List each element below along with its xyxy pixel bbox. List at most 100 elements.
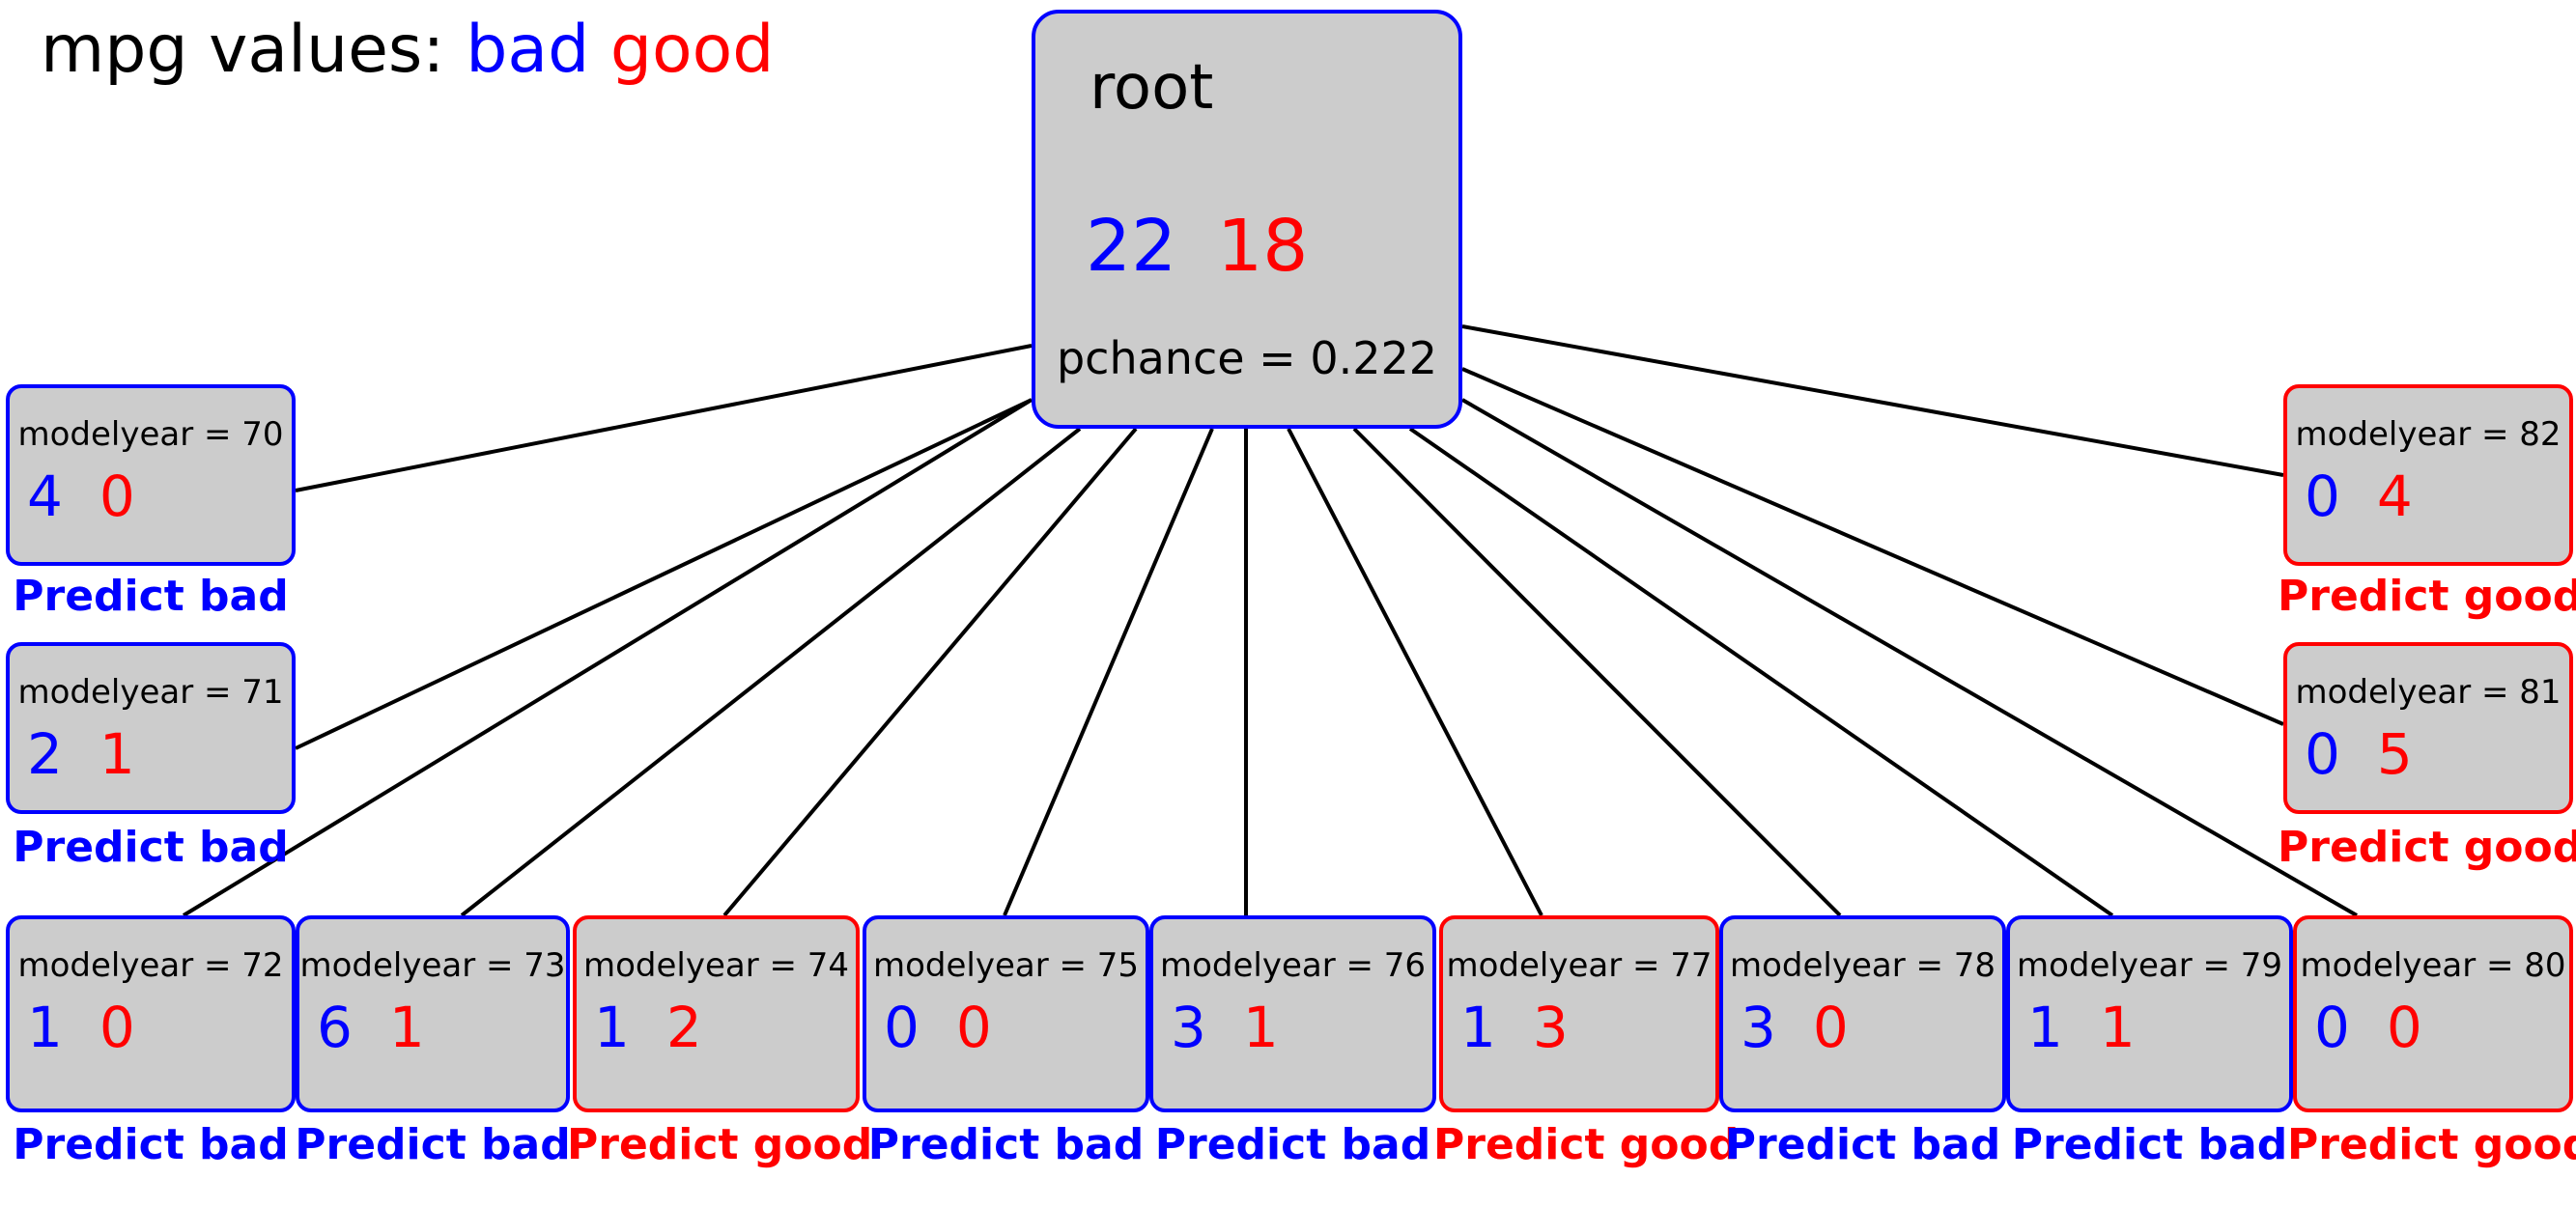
child-prediction-3: Predict bad — [295, 1120, 571, 1169]
child-good-count: 0 — [955, 995, 992, 1060]
root-pchance: pchance = 0.222 — [1056, 332, 1438, 384]
child-prediction-1: Predict bad — [13, 823, 289, 872]
child-good-count: 1 — [388, 995, 425, 1060]
child-good-count: 4 — [2376, 463, 2413, 529]
root-node: root 22 18 pchance = 0.222 — [1032, 10, 1462, 429]
child-label: modelyear = 73 — [299, 946, 566, 985]
child-good-count: 0 — [99, 995, 135, 1060]
child-prediction-10: Predict good — [2287, 1120, 2576, 1169]
child-node-0: modelyear = 70 4 0 — [6, 384, 296, 566]
root-good-count: 18 — [1217, 205, 1309, 288]
child-good-count: 5 — [2376, 721, 2413, 787]
child-label: modelyear = 72 — [17, 946, 284, 985]
child-label: modelyear = 75 — [872, 946, 1140, 985]
child-node-5: modelyear = 75 0 0 — [863, 915, 1149, 1112]
child-bad-count: 1 — [1460, 995, 1496, 1060]
child-bad-count: 0 — [2305, 463, 2340, 529]
child-label: modelyear = 80 — [2300, 946, 2566, 985]
child-node-7: modelyear = 77 1 3 — [1439, 915, 1719, 1112]
child-prediction-0: Predict bad — [13, 572, 289, 621]
child-bad-count: 3 — [1171, 995, 1206, 1060]
child-bad-count: 1 — [594, 995, 630, 1060]
child-node-2: modelyear = 72 1 0 — [6, 915, 296, 1112]
child-node-6: modelyear = 76 3 1 — [1149, 915, 1436, 1112]
child-label: modelyear = 79 — [2016, 946, 2283, 985]
child-prediction-9: Predict bad — [2011, 1120, 2288, 1169]
child-good-count: 3 — [1532, 995, 1569, 1060]
root-counts: 22 18 — [1086, 205, 1308, 288]
edge-root-to-child-11 — [1461, 367, 2284, 726]
child-good-count: 1 — [2099, 995, 2136, 1060]
child-prediction-7: Predict good — [1433, 1120, 1740, 1169]
child-good-count: 0 — [2386, 995, 2422, 1060]
child-prediction-4: Predict good — [567, 1120, 873, 1169]
child-node-10: modelyear = 80 0 0 — [2293, 915, 2573, 1112]
child-prediction-11: Predict good — [2278, 823, 2576, 872]
child-label: modelyear = 81 — [2295, 673, 2562, 712]
child-label: modelyear = 76 — [1159, 946, 1427, 985]
child-node-9: modelyear = 79 1 1 — [2006, 915, 2293, 1112]
edge-root-to-child-12 — [1461, 324, 2284, 477]
child-bad-count: 0 — [2305, 721, 2340, 787]
edge-root-to-child-10 — [1461, 398, 2358, 917]
child-label: modelyear = 78 — [1729, 946, 1996, 985]
child-node-4: modelyear = 74 1 2 — [573, 915, 860, 1112]
legend-bad: bad — [466, 12, 590, 88]
child-good-count: 1 — [1242, 995, 1279, 1060]
child-bad-count: 0 — [884, 995, 920, 1060]
child-bad-count: 1 — [2027, 995, 2063, 1060]
child-label: modelyear = 77 — [1446, 946, 1713, 985]
edge-root-to-child-3 — [460, 427, 1082, 917]
child-good-count: 0 — [99, 463, 135, 529]
edge-root-to-child-1 — [295, 398, 1033, 750]
child-bad-count: 2 — [27, 721, 63, 787]
edge-root-to-child-8 — [1352, 427, 1842, 917]
child-prediction-2: Predict bad — [13, 1120, 289, 1169]
child-node-12: modelyear = 82 0 4 — [2283, 384, 2573, 566]
root-bad-count: 22 — [1086, 205, 1177, 288]
child-node-1: modelyear = 71 2 1 — [6, 642, 296, 814]
child-label: modelyear = 71 — [17, 673, 284, 712]
child-bad-count: 0 — [2314, 995, 2350, 1060]
legend-title: mpg values: — [41, 12, 445, 88]
root-label: root — [1090, 52, 1214, 124]
child-bad-count: 4 — [27, 463, 63, 529]
child-label: modelyear = 74 — [582, 946, 850, 985]
child-prediction-5: Predict bad — [867, 1120, 1145, 1169]
legend: mpg values: bad good — [41, 12, 774, 88]
child-label: modelyear = 70 — [17, 415, 284, 454]
edge-root-to-child-4 — [722, 427, 1138, 917]
legend-good: good — [609, 12, 775, 88]
edge-root-to-child-2 — [182, 398, 1033, 917]
child-bad-count: 1 — [27, 995, 63, 1060]
child-bad-count: 3 — [1741, 995, 1776, 1060]
child-bad-count: 6 — [317, 995, 353, 1060]
child-good-count: 0 — [1812, 995, 1849, 1060]
child-node-8: modelyear = 78 3 0 — [1719, 915, 2006, 1112]
child-good-count: 1 — [99, 721, 135, 787]
child-prediction-12: Predict good — [2278, 572, 2576, 621]
child-node-11: modelyear = 81 0 5 — [2283, 642, 2573, 814]
edge-root-to-child-9 — [1408, 427, 2114, 917]
edge-root-to-child-0 — [295, 344, 1033, 492]
edge-root-to-child-5 — [1003, 428, 1214, 916]
child-node-3: modelyear = 73 6 1 — [296, 915, 570, 1112]
child-prediction-6: Predict bad — [1154, 1120, 1431, 1169]
child-good-count: 2 — [665, 995, 702, 1060]
child-prediction-8: Predict bad — [1724, 1120, 2001, 1169]
child-label: modelyear = 82 — [2295, 415, 2562, 454]
